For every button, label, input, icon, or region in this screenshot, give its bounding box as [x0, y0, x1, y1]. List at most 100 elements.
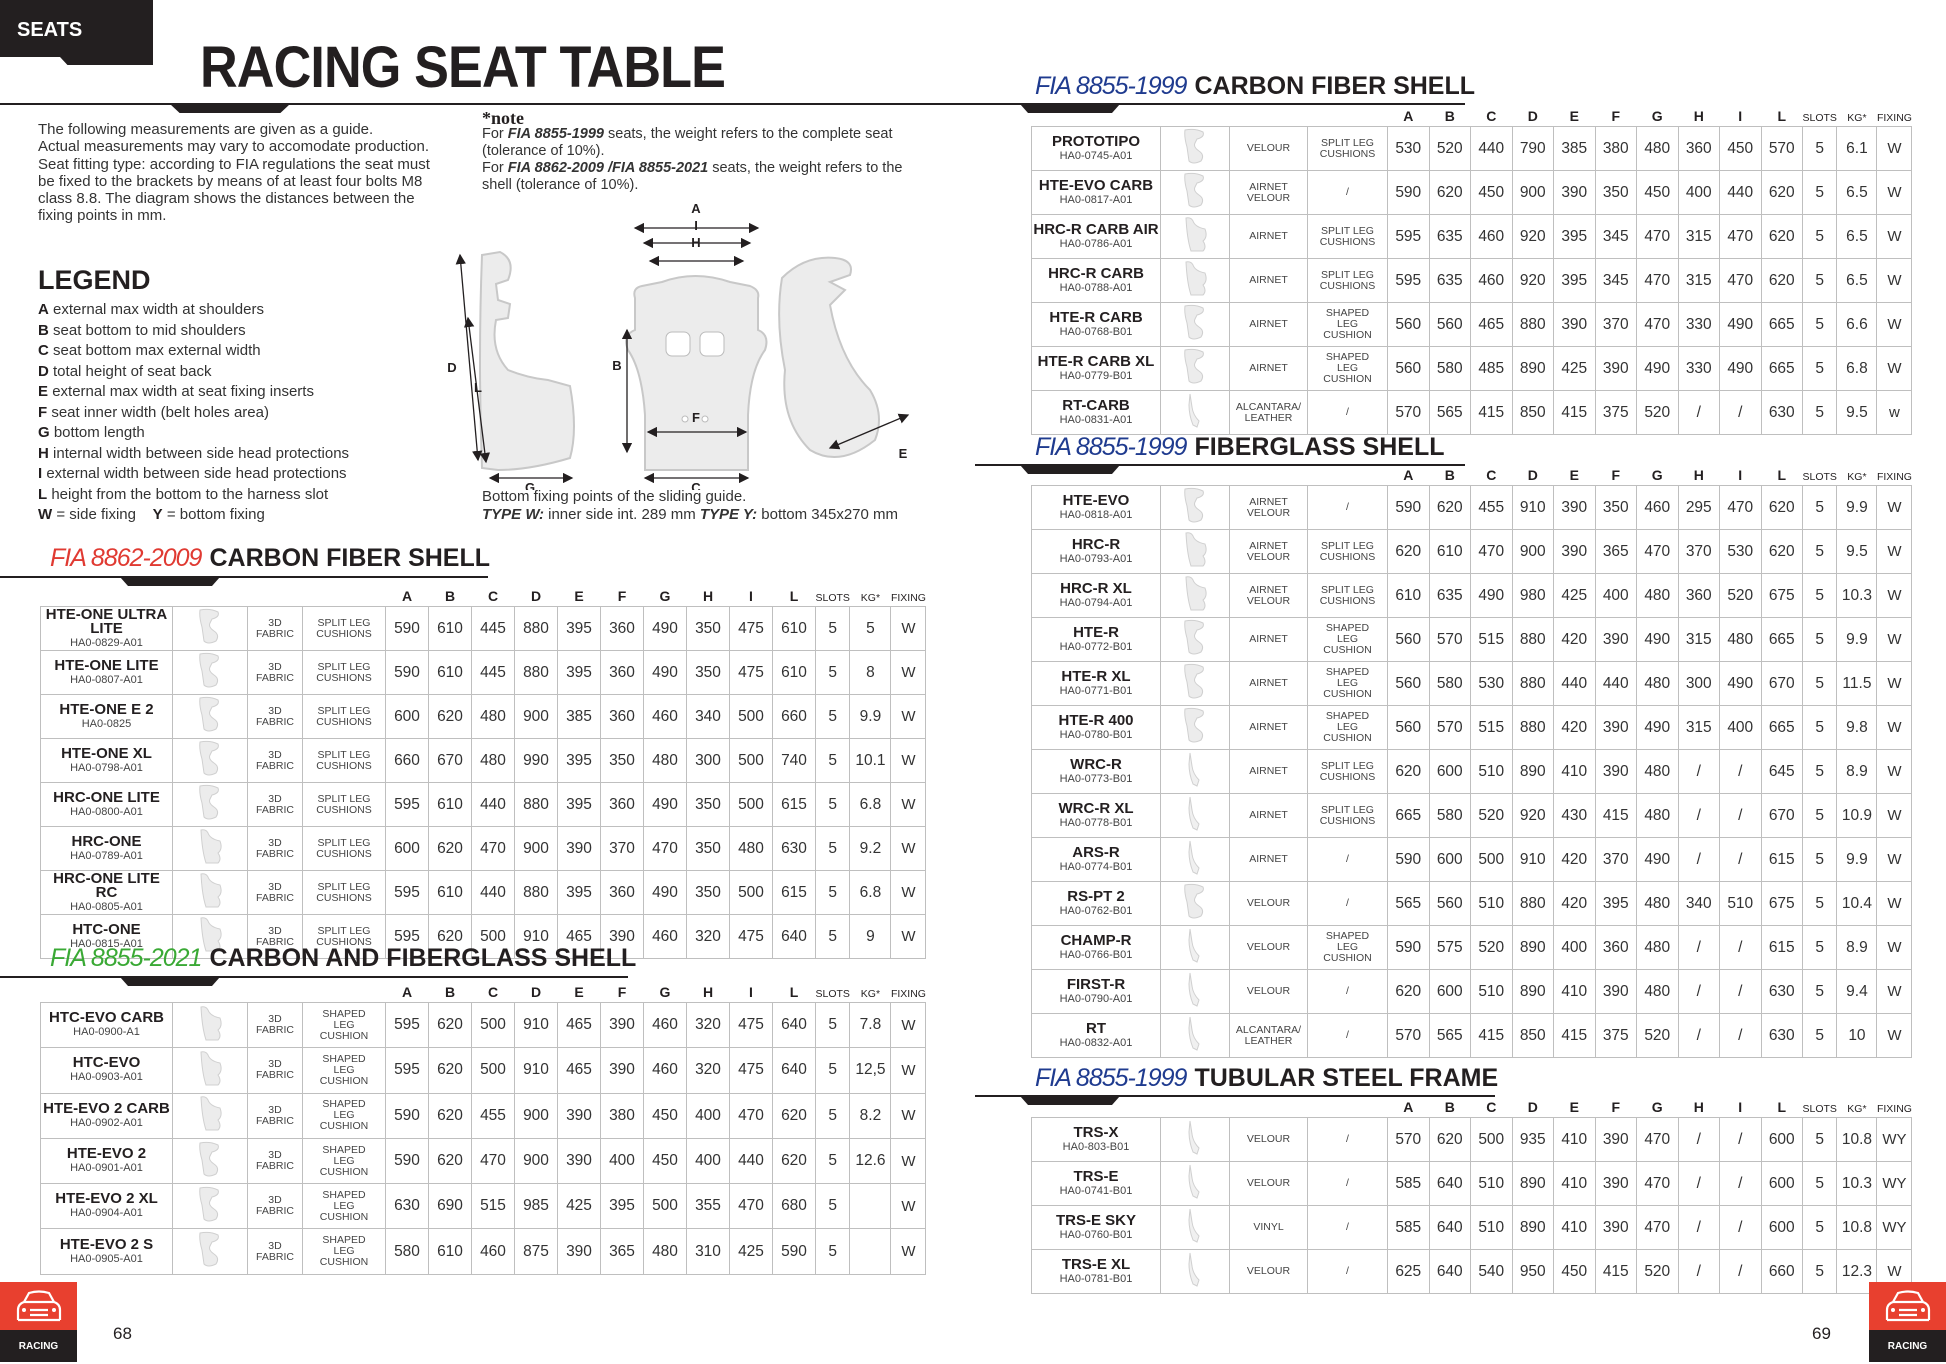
fixing-value: W: [1876, 170, 1913, 215]
column-header: H: [702, 588, 714, 604]
dimension-b: 575: [1428, 925, 1471, 970]
seat-s-profile-icon: [1184, 619, 1204, 655]
table-row: TRS-E XL HA0-0781-B01 VELOUR/625 640 540 950 4…: [1031, 1249, 1913, 1294]
seat-thumbnail: [172, 1183, 248, 1230]
fixing-value: WY: [1876, 1161, 1913, 1206]
seat-s-profile-icon: [1184, 663, 1204, 699]
dimension-c: 500: [1470, 837, 1513, 882]
cushion-type: SPLIT LEG CUSHIONS: [1307, 749, 1388, 794]
table-row: HTE-EVO 2 S HA0-0905-A01 3D FABRIC SHAPED L…: [40, 1228, 927, 1275]
cover-material: 3D FABRIC: [247, 870, 303, 915]
intro-line: The following measurements are given as …: [38, 121, 374, 138]
dimension-a: 590: [1387, 925, 1430, 970]
dimension-l: 615: [1760, 837, 1803, 882]
dim-label-l: L: [474, 380, 482, 395]
dimension-d: 920: [1511, 214, 1554, 259]
dimension-d: 900: [514, 826, 558, 871]
legend-key: W: [38, 506, 53, 523]
fixing-value: W: [890, 694, 927, 739]
cover-material: VELOUR: [1229, 969, 1308, 1014]
seat-s-profile-icon: [199, 1186, 219, 1222]
cover-material: 3D FABRIC: [247, 738, 303, 783]
column-header: A: [1403, 1099, 1414, 1115]
dimension-b: 610: [428, 870, 472, 915]
legend-text: external width between side head protect…: [46, 465, 347, 482]
model-code: HA0-0779-B01: [1059, 369, 1133, 382]
dimension-f: 390: [1594, 969, 1637, 1014]
section-rule: [975, 103, 1465, 105]
dimension-i: 480: [1719, 617, 1762, 662]
column-header: E: [1569, 108, 1579, 124]
dimension-h: 400: [686, 1137, 730, 1185]
model-name: HTE-R CARB: [1049, 308, 1143, 326]
model-code: HA0-0807-A01: [70, 673, 143, 686]
dimension-d: 990: [514, 738, 558, 783]
dimension-a: 590: [385, 606, 429, 651]
front-view-seat: [625, 275, 768, 471]
model-name: HTE-ONE LITE: [54, 656, 159, 674]
dimension-g: 500: [643, 1183, 687, 1230]
section-title-text: CARBON FIBER SHELL: [1194, 72, 1476, 100]
dimension-f: 390: [1594, 346, 1637, 391]
table-row: TRS-X HA0-803-B01 VELOUR/570 620 500 935 410 39…: [1031, 1117, 1913, 1162]
cushion-type: SHAPED LEG CUSHION: [302, 1183, 386, 1230]
dimension-c: 445: [471, 650, 515, 695]
column-header: E: [1569, 1099, 1579, 1115]
dimension-b: 620: [428, 826, 472, 871]
slots-value: 5: [814, 650, 851, 695]
dimension-h: 295: [1677, 485, 1720, 530]
fixing-types: TYPE W: inner side int. 289 mm TYPE Y: b…: [482, 506, 898, 524]
dimension-l: 615: [772, 782, 816, 827]
dimension-h: 350: [686, 606, 730, 651]
fixing-value: W: [1876, 749, 1913, 794]
cover-material: VELOUR: [1229, 925, 1308, 970]
dimension-g: 520: [1636, 1013, 1679, 1058]
model-cell: HTE-R CARB HA0-0768-B01: [1031, 302, 1161, 347]
dimension-b: 620: [1428, 485, 1471, 530]
section-title-t8862: FIA 8862-2009 CARBON FIBER SHELL: [50, 544, 490, 573]
legend-text: height from the bottom to the harness sl…: [51, 485, 329, 503]
weight-value: [849, 1228, 892, 1275]
dimension-d: 890: [1511, 1161, 1554, 1206]
seat-thin-profile-icon: [1188, 1120, 1200, 1155]
legend-key: H: [38, 444, 49, 462]
cover-material: AIRNET: [1229, 302, 1308, 347]
cushion-type: SPLIT LEG CUSHIONS: [1307, 529, 1388, 574]
column-header: A: [401, 588, 413, 604]
seat-table-t1999c: A B C D E F G H I L SLOTS KG* FIXING PROTOTIPO HA0-074…: [1031, 108, 1913, 435]
slots-value: 5: [814, 606, 851, 651]
model-cell: HTC-EVO HA0-0903-A01: [40, 1047, 173, 1094]
seat-bucket-profile-icon: [200, 829, 222, 864]
section-tab-label: SEATS: [17, 19, 83, 41]
seat-thin-profile-icon: [1188, 752, 1200, 787]
seat-thumbnail: [1160, 258, 1230, 303]
weight-value: 9.8: [1836, 705, 1878, 750]
seat-thumbnail: [1160, 617, 1230, 662]
dimension-a: 595: [1387, 214, 1430, 259]
table-header: A B C D E F G H I L SLOTS KG* FIXING: [41, 984, 926, 1003]
dimension-b: 610: [428, 650, 472, 695]
dimension-g: 490: [1636, 617, 1679, 662]
dimension-g: 480: [1636, 881, 1679, 926]
cover-material: VELOUR: [1229, 126, 1308, 171]
dimension-a: 630: [385, 1183, 429, 1230]
dimension-b: 600: [1428, 969, 1471, 1014]
slots-value: 5: [1801, 793, 1838, 838]
dimension-i: /: [1719, 925, 1762, 970]
legend-text: seat bottom max external width: [53, 342, 261, 359]
seat-thumbnail: [172, 694, 248, 739]
cover-material: AIRNET: [1229, 258, 1308, 303]
weight-value: 6.6: [1836, 302, 1878, 347]
dimension-h: 340: [1677, 881, 1720, 926]
dimension-a: 595: [385, 870, 429, 915]
legend-item-h: H internal width between side head prote…: [38, 444, 349, 465]
seat-thumbnail: [1160, 529, 1230, 574]
fixing-value: W: [1876, 705, 1913, 750]
cover-material: 3D FABRIC: [247, 1001, 303, 1049]
cushion-type: /: [1307, 170, 1388, 215]
dimension-f: 390: [1594, 1205, 1637, 1250]
seat-s-profile-icon: [1184, 304, 1204, 340]
column-header: SLOTS: [815, 592, 850, 604]
dimension-a: 620: [1387, 529, 1430, 574]
dimension-l: 675: [1760, 573, 1803, 618]
